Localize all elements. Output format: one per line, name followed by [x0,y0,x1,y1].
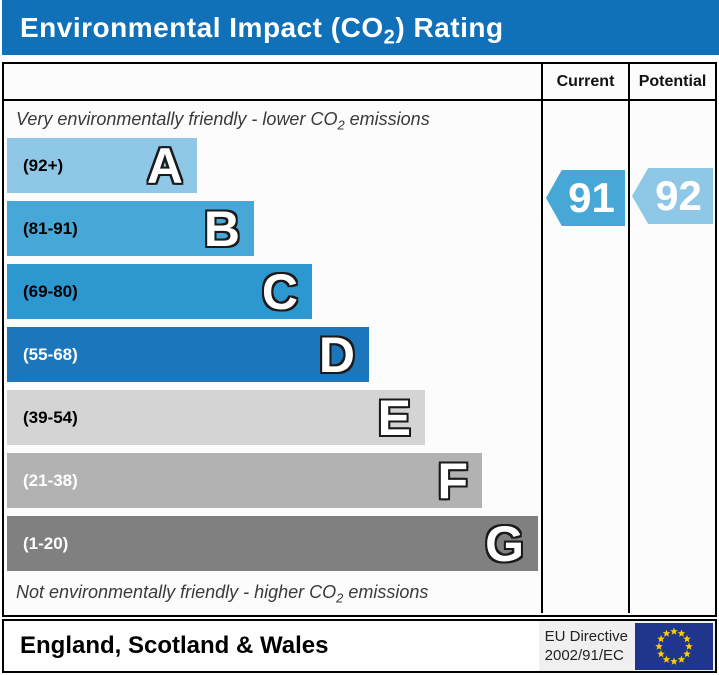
band-d: (55-68) D [7,327,369,382]
current-column-header: Current [541,64,628,99]
rating-table: Current Potential Very environmentally f… [2,62,717,617]
top-note: Very environmentally friendly - lower CO… [16,109,430,133]
eu-flag-icon [635,622,713,670]
rating-bands: (92+) A (81-91) B (69-80) C (55-68) D [7,138,538,579]
current-rating-value: 91 [568,174,615,221]
band-f: (21-38) F [7,453,482,508]
title-bar: Environmental Impact (CO2) Rating [2,0,719,55]
potential-rating-arrow: 92 [632,168,713,224]
header-spacer [4,64,541,99]
bottom-note: Not environmentally friendly - higher CO… [16,581,429,606]
current-rating-arrow: 91 [546,170,625,226]
band-g-range: (1-20) [23,533,69,553]
footer: England, Scotland & Wales EU Directive 2… [2,619,717,673]
band-d-letter: D [318,326,355,383]
bands-area: Very environmentally friendly - lower CO… [4,101,541,613]
potential-column: 92 [628,101,715,613]
band-a: (92+) A [7,138,197,193]
band-d-range: (55-68) [23,344,78,364]
band-c-letter: C [261,263,298,320]
band-e-range: (39-54) [23,407,78,427]
table-header-row: Current Potential [4,64,715,101]
band-f-range: (21-38) [23,470,78,490]
current-column: 91 [541,101,628,613]
table-body: Very environmentally friendly - lower CO… [4,101,715,613]
potential-column-header: Potential [628,64,715,99]
directive-block: EU Directive 2002/91/EC [539,621,715,671]
band-b-range: (81-91) [23,218,78,238]
band-c-range: (69-80) [23,281,78,301]
band-e: (39-54) E [7,390,425,445]
band-g: (1-20) G [7,516,538,571]
band-f-letter: F [437,452,468,509]
eu-directive-label: EU Directive 2002/91/EC [544,627,628,665]
band-c: (69-80) C [7,264,312,319]
page-title: Environmental Impact (CO2) Rating [20,11,504,49]
band-e-letter: E [377,389,411,446]
potential-rating-value: 92 [655,172,702,219]
band-g-letter: G [485,515,524,572]
band-a-letter: A [146,137,183,194]
band-a-range: (92+) [23,155,64,175]
region-label: England, Scotland & Wales [20,632,329,659]
band-b: (81-91) B [7,201,254,256]
band-b-letter: B [203,200,240,257]
